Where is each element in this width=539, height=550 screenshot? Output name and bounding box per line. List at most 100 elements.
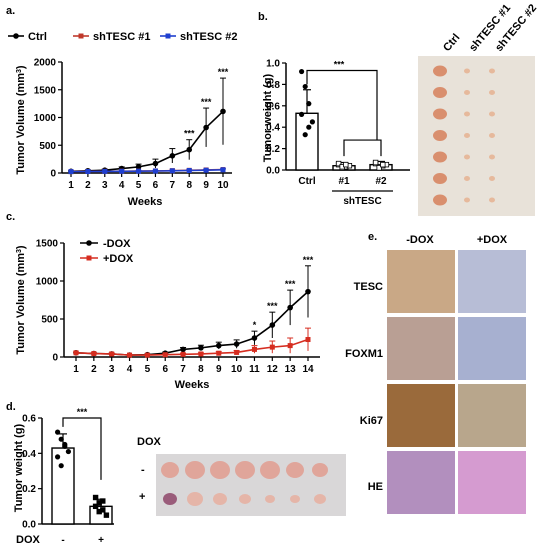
x-tick-label: 3 [102,180,108,191]
y-tick-label: 0.8 [266,80,280,91]
tumor-sh1 [464,197,470,203]
ihc-he-plus [458,451,526,514]
tumor-minus-dox [312,463,328,477]
data-point [306,124,312,130]
photo-d-row-minus: - [141,464,145,476]
legend-label: shTESC #2 [180,31,237,43]
tumor-minus-dox [286,462,304,478]
photo-d-title: DOX [137,436,162,448]
y-tick-label: 500 [39,141,56,152]
data-point [92,503,99,510]
series-point [220,167,226,173]
tumor-plus-dox [314,494,326,504]
panel-d-tumor-photo [156,454,346,516]
series-point [234,349,240,355]
photo-b-header-ctrl: Ctrl [441,32,462,54]
legend-marker [86,240,92,246]
data-point [299,111,305,117]
ihc-image-grid [387,250,526,514]
x-tick-label: + [98,535,104,546]
x-tick-label: 10 [217,180,229,191]
x-tick-label: 6 [162,364,168,375]
ihc-col-plus-dox: +DOX [477,234,508,246]
series-point [68,169,74,175]
series-point [233,341,240,347]
significance-label: *** [184,129,195,139]
series-point [198,345,204,351]
data-point [302,83,308,90]
x-tick-label: 12 [267,364,279,375]
tumor-minus-dox [161,462,179,478]
significance-label: *** [218,67,229,77]
x-tick-label: 5 [136,180,142,191]
tumor-sh1 [464,68,470,74]
series-point [152,160,159,167]
group-bracket-top [343,139,382,157]
tumor-plus-dox [265,495,275,503]
y-tick-label: 0.6 [22,414,36,425]
series-point [136,168,142,174]
y-tick-label: 0 [50,169,56,180]
tumor-ctrl [433,173,447,184]
legend-marker [78,33,84,39]
data-point [103,512,110,518]
x-tick-label: 4 [127,364,133,375]
data-point [380,161,386,168]
tumor-sh1 [464,133,470,138]
tumor-sh1 [464,111,470,117]
series-line-1 [75,338,309,356]
panel-e-label: e. [368,231,377,243]
tumor-minus-dox [235,461,255,479]
x-tick-label: 8 [198,364,204,375]
x-tick-label: 5 [145,364,151,375]
series-point [135,164,142,170]
x-tick-label: 4 [119,180,125,191]
y-tick-label: 1.0 [266,59,280,70]
legend-label: -DOX [103,238,131,250]
tumor-minus-dox [185,461,205,479]
series-point [305,337,311,343]
tumor-ctrl [433,130,447,141]
x-tick-label: #1 [338,176,350,187]
legend-marker [165,33,171,39]
tumor-sh1 [464,176,470,181]
tumor-sh2 [489,176,495,181]
panel-b-label: b. [258,11,268,23]
panel-a-label: a. [6,5,15,17]
y-tick-label: 0.0 [22,520,36,531]
significance-bracket [62,417,102,480]
data-point [55,429,61,435]
panel-a-ylabel: Tumor Volume (mm3) [15,65,27,175]
ihc-foxm1-plus [458,317,526,380]
series-point [220,108,226,115]
ihc-foxm1-minus [387,317,455,380]
panel-b-tumor-photo [418,56,535,216]
x-tick-label: - [61,535,64,546]
series-point [127,352,133,358]
data-point [100,498,106,504]
x-tick-label: 8 [186,180,192,191]
significance-label: *** [267,301,278,311]
x-tick-label: Ctrl [298,176,315,187]
y-tick-label: 1000 [34,113,57,124]
significance-label: *** [201,97,212,107]
data-point [58,436,64,442]
series-point [216,350,222,356]
data-point [306,101,312,107]
tumor-ctrl [433,87,447,98]
tumor-plus-dox [187,492,203,506]
panel-a-legend: Ctrl shTESC #1 shTESC #2 [8,31,237,43]
y-tick-label: 0.2 [266,144,280,155]
legend-marker [13,33,19,39]
panel-a-line-chart: 0 500 1000 1500 2000 1 2 3 4 5 6 7 8 9 10 *** *** *** [34,58,232,191]
series-point [91,351,97,357]
y-tick-label: 0.4 [22,449,36,460]
data-point [96,508,102,515]
panel-c-label: c. [6,211,15,223]
series-point [144,352,150,358]
x-tick-label: 9 [216,364,222,375]
photo-d-row-plus: + [139,491,145,503]
ihc-tesc-plus [458,250,526,313]
x-tick-label: 1 [68,180,74,191]
